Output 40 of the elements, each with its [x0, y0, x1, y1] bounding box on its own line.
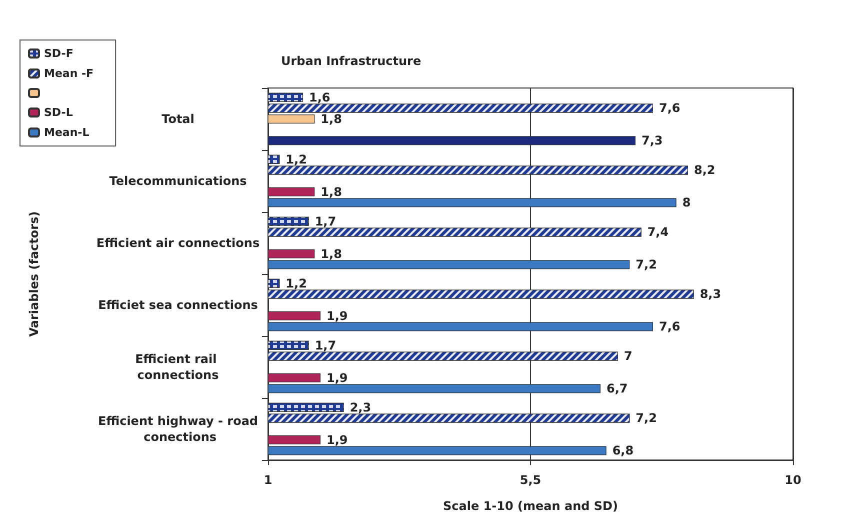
- data-label: 1,8: [320, 184, 342, 199]
- x-tick-label: 5,5: [520, 473, 542, 487]
- data-label: 7,6: [659, 101, 680, 116]
- data-label: 8,3: [700, 287, 722, 302]
- data-label: 1,7: [314, 214, 336, 228]
- data-label: 1,9: [326, 370, 348, 385]
- y-tick-label: Efficient air connections: [96, 236, 260, 250]
- x-axis-title: Scale 1-10 (mean and SD): [443, 499, 618, 513]
- data-label: 1,9: [326, 432, 348, 447]
- legend-label: SD-L: [44, 106, 73, 119]
- y-tick-label: Efficient rail connections: [135, 352, 221, 382]
- data-label: 1,8: [320, 246, 342, 261]
- data-label: 1,6: [309, 90, 330, 104]
- data-label: 7,3: [642, 134, 663, 148]
- legend-label: Mean -F: [44, 67, 94, 80]
- data-label: 1,8: [320, 112, 342, 126]
- data-label: 1,9: [326, 308, 348, 323]
- data-label: 7,2: [636, 258, 657, 272]
- data-label: 7,2: [636, 411, 657, 426]
- legend-label: SD-F: [44, 47, 74, 60]
- data-label: 8,2: [694, 163, 716, 178]
- data-label: 7,4: [647, 225, 669, 240]
- data-label: 7,6: [659, 320, 680, 334]
- data-label: 6,7: [606, 382, 628, 396]
- y-axis-title: Variables (factors): [27, 211, 41, 337]
- data-label: 1,2: [286, 152, 307, 166]
- data-label: 7: [624, 349, 632, 364]
- y-tick-label: Efficient highway - road conections: [98, 414, 258, 444]
- legend-label: Mean-L: [44, 126, 90, 139]
- data-label: 2,3: [350, 400, 372, 414]
- x-tick-label: 1: [264, 473, 272, 487]
- x-tick-label: 10: [784, 473, 802, 487]
- data-label: 1,2: [286, 276, 307, 290]
- data-label: 1,7: [314, 338, 336, 352]
- data-label: 8: [682, 196, 691, 210]
- y-tick-label: Efficiet sea connections: [98, 298, 258, 312]
- data-label: 6,8: [612, 444, 634, 458]
- y-tick-label: Telecommunications: [109, 174, 247, 188]
- chart-title: Urban Infrastructure: [281, 54, 422, 68]
- y-tick-label: Total: [162, 112, 194, 126]
